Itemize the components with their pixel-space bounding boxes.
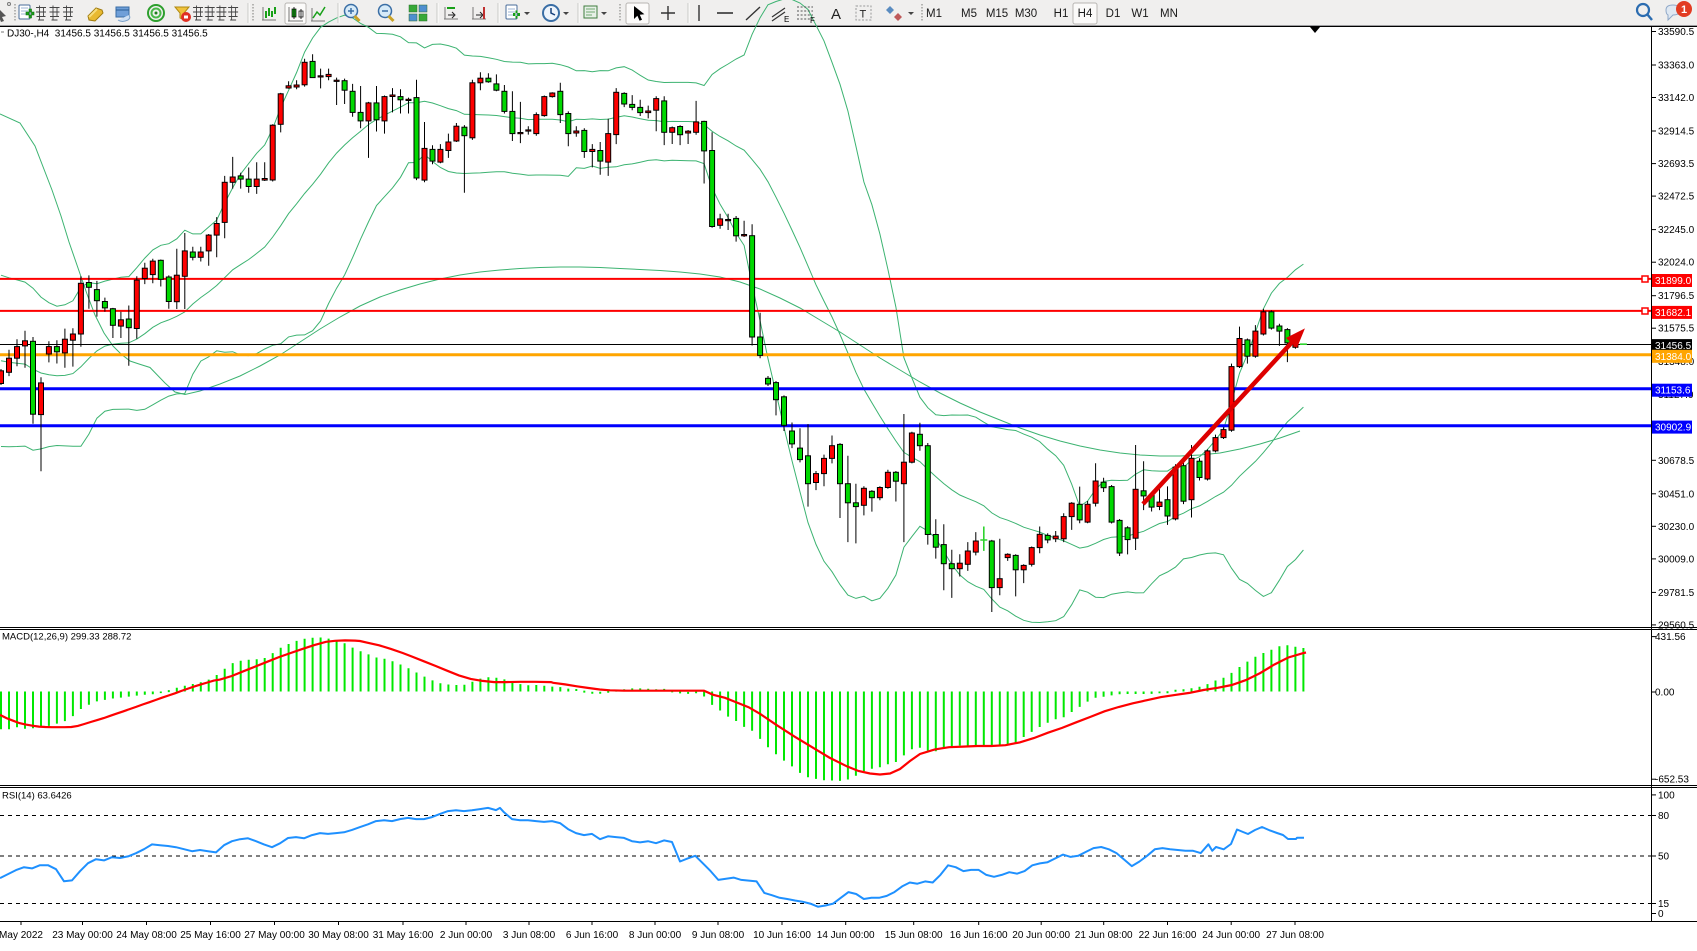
svg-text:31384.0: 31384.0 [1655,352,1692,363]
svg-text:22 Jun 16:00: 22 Jun 16:00 [1139,930,1197,941]
svg-text:M15: M15 [986,8,1008,20]
svg-text:23 May 00:00: 23 May 00:00 [52,930,113,941]
svg-text:F: F [810,16,815,25]
svg-text:30451.0: 30451.0 [1658,489,1695,500]
svg-text:32914.5: 32914.5 [1658,127,1695,138]
svg-text:32693.5: 32693.5 [1658,159,1695,170]
svg-text:33363.0: 33363.0 [1658,61,1695,72]
svg-text:15: 15 [1658,899,1670,910]
svg-text:10 Jun 16:00: 10 Jun 16:00 [753,930,811,941]
svg-text:25 May 16:00: 25 May 16:00 [180,930,241,941]
svg-text:29781.5: 29781.5 [1658,588,1695,599]
svg-text:24 Jun 00:00: 24 Jun 00:00 [1202,930,1260,941]
svg-text:30230.0: 30230.0 [1658,522,1695,533]
svg-text:31575.5: 31575.5 [1658,324,1695,335]
svg-text:2 Jun 00:00: 2 Jun 00:00 [440,930,493,941]
svg-text:8 Jun 00:00: 8 Jun 00:00 [629,930,682,941]
svg-text:24 May 08:00: 24 May 08:00 [116,930,177,941]
svg-text:-652.53: -652.53 [1655,775,1689,786]
svg-text:15 Jun 08:00: 15 Jun 08:00 [885,930,943,941]
svg-text:32472.5: 32472.5 [1658,192,1695,203]
svg-text:0.00: 0.00 [1655,688,1675,699]
svg-text:RSI(14) 63.6426: RSI(14) 63.6426 [2,791,72,802]
svg-text:29560.5: 29560.5 [1658,620,1695,631]
svg-text:H1: H1 [1054,8,1069,20]
svg-text:T: T [860,9,867,21]
svg-text:27 May 00:00: 27 May 00:00 [244,930,305,941]
svg-text:31153.6: 31153.6 [1655,386,1691,397]
svg-text:31682.1: 31682.1 [1655,308,1692,319]
svg-text:431.56: 431.56 [1655,632,1686,643]
svg-text:1: 1 [1681,4,1687,16]
svg-text:M5: M5 [961,8,977,20]
svg-text:33142.0: 33142.0 [1658,93,1695,104]
svg-text:MACD(12,26,9) 299.33 288.72: MACD(12,26,9) 299.33 288.72 [2,632,131,643]
svg-text:31899.0: 31899.0 [1655,276,1692,287]
svg-text:0: 0 [1658,909,1664,920]
svg-text:M30: M30 [1015,8,1037,20]
svg-text:16 Jun 16:00: 16 Jun 16:00 [950,930,1008,941]
svg-text:33590.5: 33590.5 [1658,27,1695,38]
svg-text:30678.5: 30678.5 [1658,456,1695,467]
svg-text:100: 100 [1658,790,1675,801]
svg-text:31456.5: 31456.5 [1655,341,1692,352]
svg-text:30009.0: 30009.0 [1658,554,1695,565]
svg-text:W1: W1 [1131,8,1148,20]
svg-text:32245.0: 32245.0 [1658,225,1695,236]
svg-text:14 Jun 00:00: 14 Jun 00:00 [817,930,875,941]
svg-text:31 May 16:00: 31 May 16:00 [373,930,434,941]
svg-text:E: E [784,15,789,24]
svg-text:21 Jun 08:00: 21 Jun 08:00 [1075,930,1133,941]
svg-text:H4: H4 [1078,8,1093,20]
svg-text:9 Jun 08:00: 9 Jun 08:00 [692,930,745,941]
svg-text:DJ30-,H4 31456.5 31456.5 3145: DJ30-,H4 31456.5 31456.5 31456.5 31456.5 [7,29,208,40]
svg-text:A: A [831,6,841,23]
svg-text:30902.9: 30902.9 [1655,423,1692,434]
svg-text:M1: M1 [926,8,942,20]
svg-text:May 2022: May 2022 [0,930,43,941]
svg-text:3 Jun 08:00: 3 Jun 08:00 [503,930,556,941]
svg-text:6 Jun 16:00: 6 Jun 16:00 [566,930,619,941]
svg-text:80: 80 [1658,811,1670,822]
svg-text:31796.5: 31796.5 [1658,291,1695,302]
svg-text:50: 50 [1658,852,1670,863]
svg-text:D1: D1 [1106,8,1121,20]
svg-text:20 Jun 00:00: 20 Jun 00:00 [1012,930,1070,941]
svg-text:MN: MN [1160,8,1178,20]
svg-text:30 May 08:00: 30 May 08:00 [308,930,369,941]
svg-text:32024.0: 32024.0 [1658,258,1695,269]
svg-text:27 Jun 08:00: 27 Jun 08:00 [1266,930,1324,941]
